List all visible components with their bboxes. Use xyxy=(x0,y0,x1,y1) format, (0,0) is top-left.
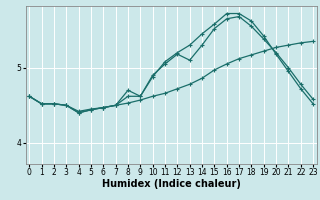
X-axis label: Humidex (Indice chaleur): Humidex (Indice chaleur) xyxy=(102,179,241,189)
